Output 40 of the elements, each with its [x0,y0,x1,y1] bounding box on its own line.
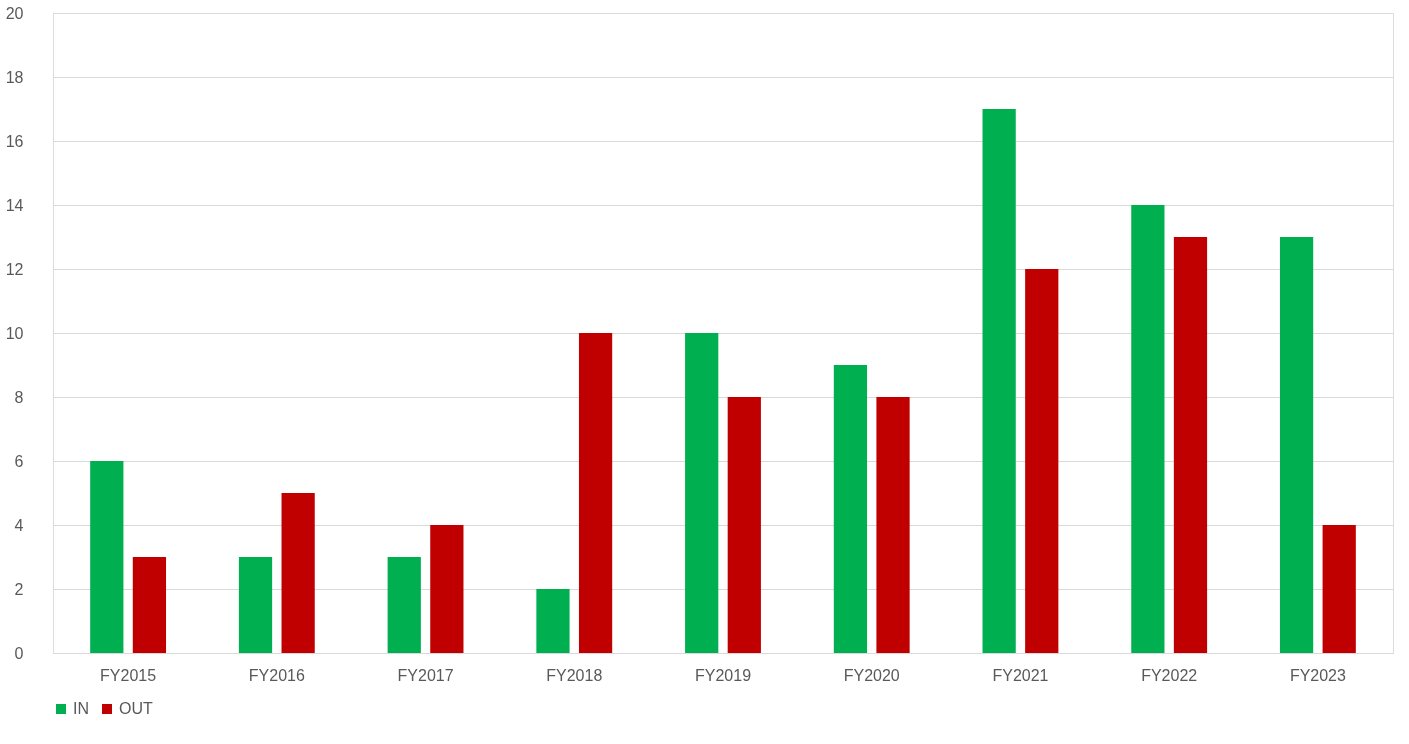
bar [132,557,167,653]
x-tick-label: FY2023 [1289,666,1347,684]
bar [536,589,570,653]
bar [727,397,761,653]
y-tick-label: 14 [5,196,24,214]
bar [876,397,910,653]
y-tick-label: 12 [5,260,24,278]
x-tick-label: FY2017 [397,666,454,684]
x-tick-label: FY2022 [1141,666,1198,684]
y-tick-label: 20 [5,4,24,22]
bar [1025,269,1059,653]
legend-label: IN [73,700,89,717]
bar [281,493,315,653]
bar [685,333,719,653]
bar [1322,525,1356,653]
x-tick-label: FY2016 [248,666,305,684]
y-tick-label: 8 [14,388,24,406]
x-tick-label: FY2020 [843,666,900,684]
y-tick-label: 4 [14,516,24,534]
bar [1131,205,1165,653]
bar [578,333,613,653]
bar [833,365,868,653]
y-tick-label: 6 [14,452,24,470]
bar [238,557,273,653]
y-tick-label: 18 [5,68,24,86]
bar [90,461,124,653]
bar [1173,237,1208,653]
bar [982,109,1016,653]
y-tick-label: 0 [14,644,24,662]
bar [387,557,421,653]
bar [1279,237,1314,653]
x-tick-label: FY2018 [546,666,603,684]
x-tick-label: FY2019 [694,666,752,684]
bar [430,525,464,653]
y-tick-label: 2 [14,580,24,598]
y-tick-label: 10 [5,324,24,342]
x-tick-label: FY2021 [992,666,1049,684]
y-tick-label: 16 [5,132,24,150]
legend-label: OUT [119,700,153,717]
x-tick-label: FY2015 [100,666,157,684]
